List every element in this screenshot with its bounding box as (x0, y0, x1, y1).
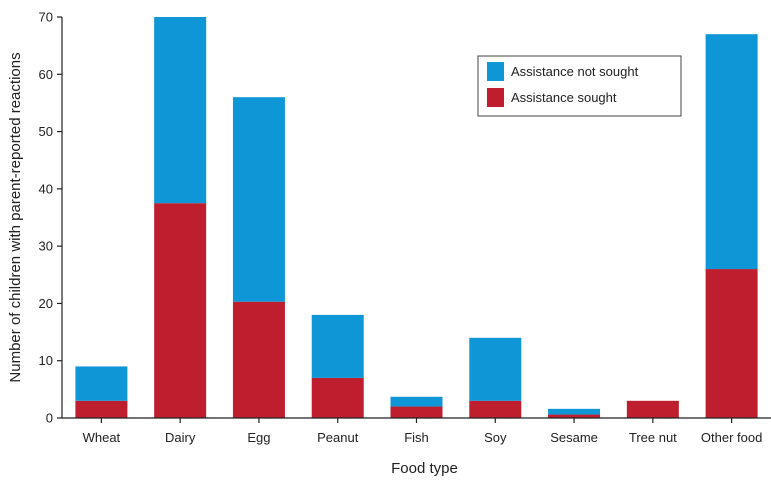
bar-assistance-not-sought-soy (469, 337, 522, 401)
x-tick-label: Dairy (165, 430, 196, 445)
y-tick-label: 70 (39, 10, 53, 25)
y-axis-ticks: 0 10 20 30 40 50 60 70 (39, 10, 62, 426)
y-tick-label: 40 (39, 181, 53, 196)
bar-assistance-not-sought-wheat (75, 366, 128, 401)
x-tick-label: Peanut (317, 430, 359, 445)
x-tick-label: Soy (484, 430, 507, 445)
bar-assistance-sought-sesame (548, 414, 601, 418)
y-tick-label: 50 (39, 124, 53, 139)
legend-swatch (487, 88, 504, 107)
x-tick-label: Sesame (550, 430, 598, 445)
bar-assistance-sought-dairy (154, 203, 207, 418)
y-tick-label: 20 (39, 296, 53, 311)
x-axis-ticks: Wheat Dairy Egg Peanut Fish Soy Sesame Tree nut… (83, 418, 762, 445)
y-tick-label: 10 (39, 353, 53, 368)
y-axis-title: Number of children with parent-reported … (7, 52, 24, 382)
x-tick-label: Tree nut (629, 430, 677, 445)
legend-label: Assistance not sought (511, 64, 639, 79)
bar-assistance-not-sought-fish (390, 396, 443, 407)
y-tick-label: 0 (46, 411, 53, 426)
bar-assistance-sought-soy (469, 400, 522, 418)
bar-assistance-sought-other-food (705, 269, 758, 418)
bar-assistance-not-sought-sesame (548, 408, 601, 415)
legend-box (477, 55, 682, 117)
x-tick-label: Other food (701, 430, 762, 445)
bar-assistance-sought-egg (232, 301, 285, 418)
y-tick-label: 30 (39, 239, 53, 254)
bar-assistance-not-sought-peanut (311, 314, 364, 378)
legend: Assistance not sought Assistance sought (477, 55, 682, 117)
legend-label: Assistance sought (511, 90, 617, 105)
bar-assistance-not-sought-other-food (705, 34, 758, 270)
x-tick-label: Wheat (83, 430, 121, 445)
bar-assistance-sought-wheat (75, 400, 128, 418)
bar-assistance-sought-peanut (311, 377, 364, 418)
x-tick-label: Fish (404, 430, 429, 445)
x-tick-label: Egg (247, 430, 270, 445)
legend-swatch (487, 62, 504, 81)
bar-assistance-sought-fish (390, 406, 443, 418)
bar-assistance-not-sought-egg (232, 97, 285, 302)
bars-group (75, 17, 758, 418)
bar-assistance-sought-tree-nut (626, 400, 679, 418)
x-axis-title: Food type (391, 460, 458, 477)
y-tick-label: 60 (39, 67, 53, 82)
bar-assistance-not-sought-dairy (154, 17, 207, 204)
